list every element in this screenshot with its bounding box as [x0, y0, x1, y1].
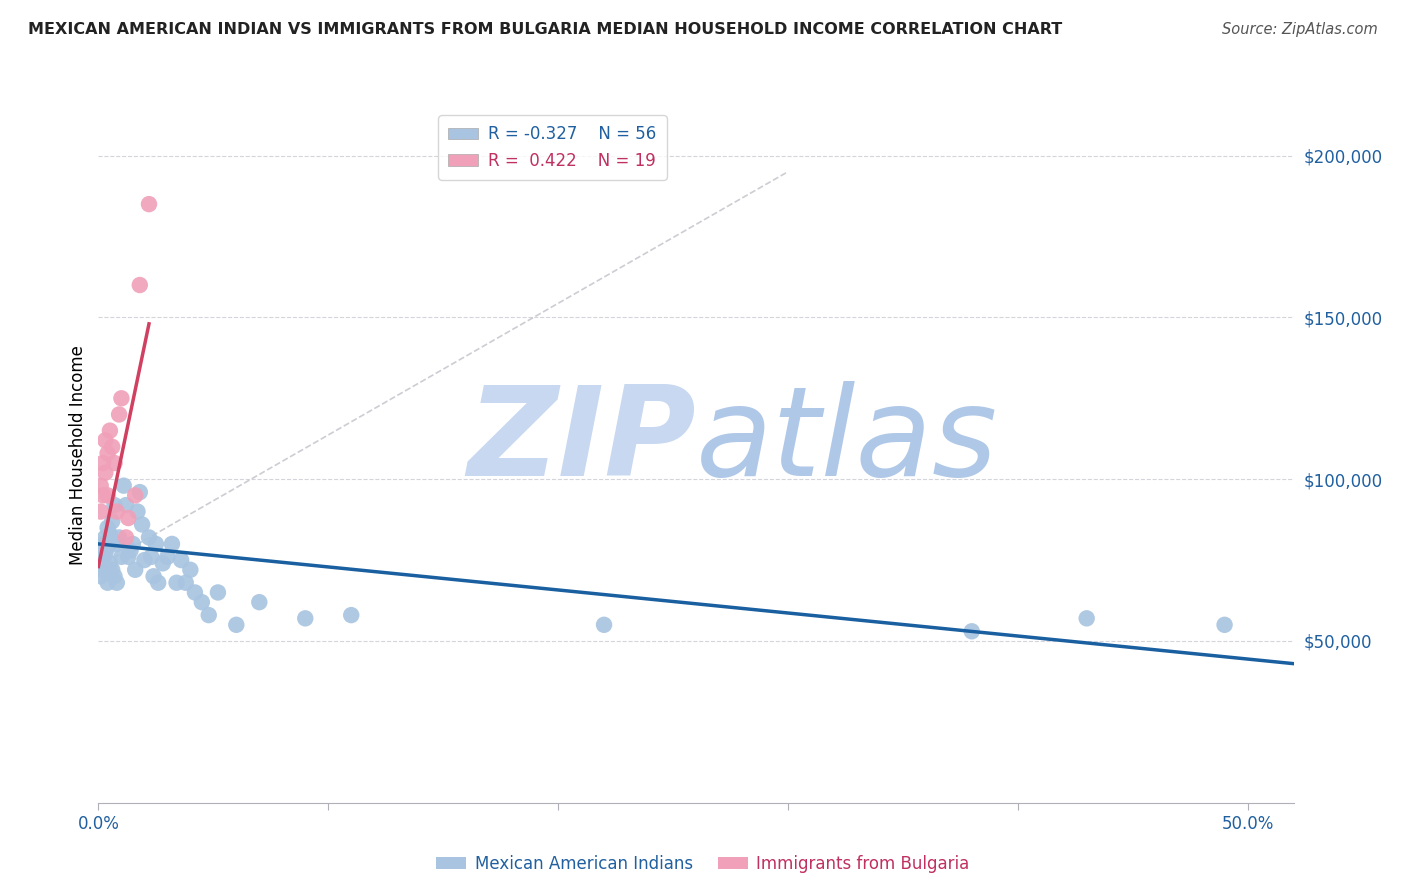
Point	[122, 537, 145, 551]
Point	[120, 543, 142, 558]
Point	[127, 504, 149, 518]
Point	[138, 531, 160, 545]
Point	[160, 537, 183, 551]
Point	[91, 488, 114, 502]
Point	[94, 547, 117, 561]
Point	[1213, 617, 1236, 632]
Point	[97, 521, 120, 535]
Point	[110, 549, 132, 564]
Point	[156, 549, 179, 564]
Point	[90, 504, 112, 518]
Point	[98, 527, 121, 541]
Point	[115, 531, 138, 545]
Legend: R = -0.327    N = 56, R =  0.422    N = 19: R = -0.327 N = 56, R = 0.422 N = 19	[439, 115, 666, 179]
Text: atlas: atlas	[696, 381, 998, 501]
Point	[101, 440, 124, 454]
Point	[128, 278, 150, 293]
Point	[90, 478, 112, 492]
Text: ZIP: ZIP	[467, 381, 696, 501]
Point	[103, 456, 125, 470]
Point	[207, 585, 229, 599]
Point	[103, 569, 125, 583]
Point	[101, 514, 124, 528]
Point	[90, 569, 112, 583]
Point	[117, 549, 139, 564]
Text: MEXICAN AMERICAN INDIAN VS IMMIGRANTS FROM BULGARIA MEDIAN HOUSEHOLD INCOME CORR: MEXICAN AMERICAN INDIAN VS IMMIGRANTS FR…	[28, 22, 1063, 37]
Point	[593, 617, 616, 632]
Point	[294, 611, 316, 625]
Point	[128, 485, 150, 500]
Point	[179, 563, 201, 577]
Point	[1076, 611, 1098, 625]
Point	[94, 531, 117, 545]
Point	[145, 537, 167, 551]
Point	[124, 563, 146, 577]
Text: Source: ZipAtlas.com: Source: ZipAtlas.com	[1222, 22, 1378, 37]
Point	[91, 549, 114, 564]
Point	[91, 563, 114, 577]
Point	[115, 498, 138, 512]
Point	[103, 498, 125, 512]
Point	[105, 575, 128, 590]
Point	[148, 575, 170, 590]
Point	[110, 392, 132, 406]
Point	[97, 446, 120, 460]
Point	[105, 537, 128, 551]
Point	[108, 531, 131, 545]
Point	[108, 408, 131, 422]
Point	[94, 466, 117, 480]
Point	[105, 504, 128, 518]
Legend: Mexican American Indians, Immigrants from Bulgaria: Mexican American Indians, Immigrants fro…	[430, 848, 976, 880]
Point	[152, 557, 174, 571]
Point	[90, 543, 112, 558]
Point	[142, 569, 165, 583]
Point	[90, 557, 112, 571]
Point	[138, 197, 160, 211]
Point	[340, 608, 363, 623]
Point	[117, 511, 139, 525]
Point	[174, 575, 197, 590]
Point	[225, 617, 247, 632]
Point	[98, 424, 121, 438]
Point	[98, 557, 121, 571]
Point	[97, 488, 120, 502]
Point	[112, 478, 135, 492]
Point	[124, 488, 146, 502]
Point	[134, 553, 156, 567]
Point	[191, 595, 214, 609]
Point	[131, 517, 153, 532]
Point	[97, 575, 120, 590]
Point	[101, 563, 124, 577]
Point	[197, 608, 219, 623]
Point	[97, 540, 120, 554]
Point	[91, 456, 114, 470]
Point	[170, 553, 193, 567]
Point	[94, 434, 117, 448]
Y-axis label: Median Household Income: Median Household Income	[69, 345, 87, 565]
Point	[91, 537, 114, 551]
Point	[94, 559, 117, 574]
Point	[184, 585, 207, 599]
Point	[247, 595, 270, 609]
Point	[166, 575, 188, 590]
Point	[141, 549, 163, 564]
Point	[960, 624, 983, 639]
